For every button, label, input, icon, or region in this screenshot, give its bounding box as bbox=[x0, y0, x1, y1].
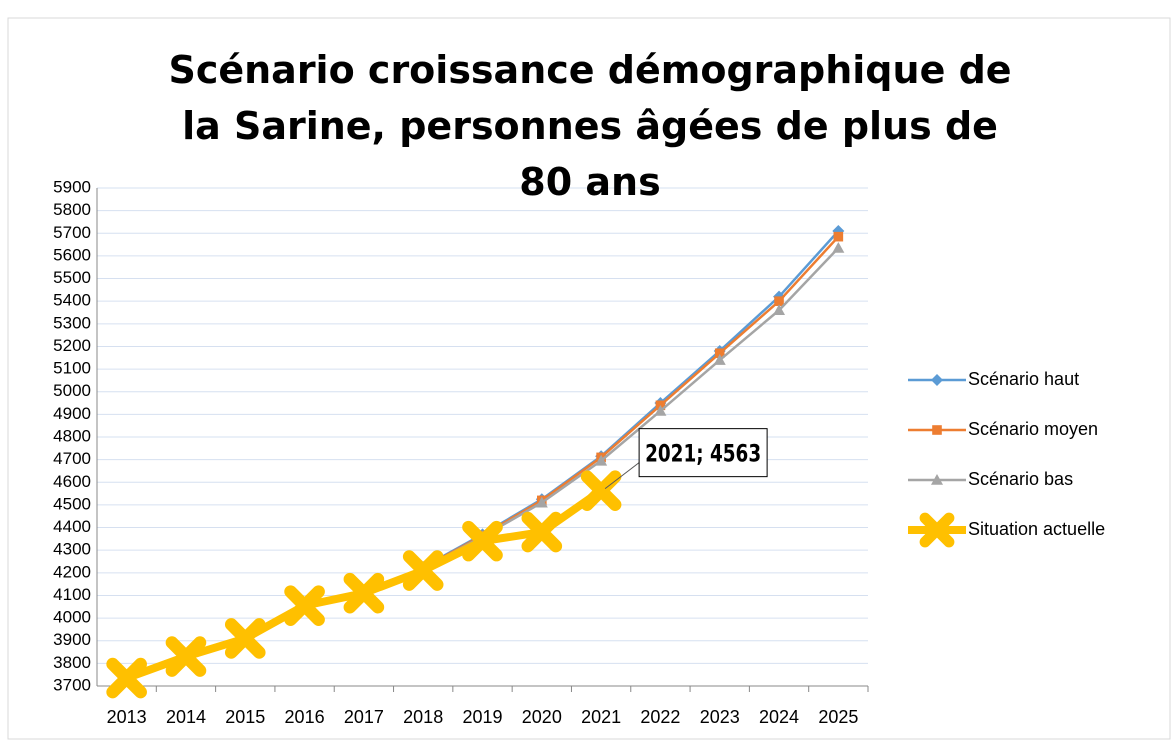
y-tick-label: 5500 bbox=[53, 268, 91, 287]
x-tick-label: 2017 bbox=[344, 707, 384, 727]
y-tick-label: 4900 bbox=[53, 404, 91, 423]
x-tick-label: 2013 bbox=[107, 707, 147, 727]
y-tick-label: 5900 bbox=[53, 177, 91, 196]
y-tick-label: 4600 bbox=[53, 472, 91, 491]
x-tick-label: 2023 bbox=[700, 707, 740, 727]
marker bbox=[402, 550, 444, 591]
x-tick-label: 2022 bbox=[640, 707, 680, 727]
y-tick-label: 4200 bbox=[53, 562, 91, 581]
x-tick-label: 2021 bbox=[581, 707, 621, 727]
y-tick-label: 3800 bbox=[53, 653, 91, 672]
y-tick-label: 3700 bbox=[53, 675, 91, 694]
chart-border bbox=[7, 17, 1171, 740]
legend-label: Scénario moyen bbox=[968, 419, 1098, 439]
x-tick-label: 2014 bbox=[166, 707, 206, 727]
x-tick-label: 2024 bbox=[759, 707, 799, 727]
marker bbox=[931, 474, 943, 485]
y-tick-label: 5300 bbox=[53, 313, 91, 332]
marker bbox=[932, 425, 942, 435]
x-tick-label: 2016 bbox=[285, 707, 325, 727]
marker bbox=[343, 572, 385, 614]
marker bbox=[580, 470, 622, 511]
x-tick-label: 2025 bbox=[818, 707, 858, 727]
chart-title: Scénario croissance démographique de la … bbox=[168, 48, 1012, 204]
marker bbox=[832, 241, 845, 253]
marker bbox=[931, 374, 943, 386]
y-tick-label: 3900 bbox=[53, 630, 91, 649]
y-tick-label: 4700 bbox=[53, 449, 91, 468]
y-tick-label: 5200 bbox=[53, 336, 91, 355]
marker bbox=[833, 231, 844, 242]
y-tick-label: 5000 bbox=[53, 381, 91, 400]
marker bbox=[773, 304, 786, 316]
y-tick-label: 5700 bbox=[53, 223, 91, 242]
x-tick-label: 2015 bbox=[225, 707, 265, 727]
data-label: 2021; 4563 bbox=[645, 440, 761, 468]
y-tick-label: 4000 bbox=[53, 608, 91, 627]
marker bbox=[713, 354, 726, 365]
y-tick-label: 4800 bbox=[53, 426, 91, 445]
marker bbox=[521, 511, 563, 553]
legend-label: Situation actuelle bbox=[968, 519, 1105, 539]
label-leader bbox=[604, 462, 640, 490]
marker bbox=[595, 454, 608, 466]
marker bbox=[284, 585, 325, 626]
legend-label: Scénario bas bbox=[968, 469, 1073, 489]
y-tick-label: 4100 bbox=[53, 585, 91, 604]
x-tick-label: 2020 bbox=[522, 707, 562, 727]
y-tick-label: 5800 bbox=[53, 200, 91, 219]
y-tick-label: 5600 bbox=[53, 245, 91, 264]
y-tick-label: 4300 bbox=[53, 540, 91, 559]
marker bbox=[462, 520, 503, 562]
legend-label: Scénario haut bbox=[968, 369, 1079, 389]
marker bbox=[654, 404, 667, 416]
y-tick-label: 4500 bbox=[53, 494, 91, 513]
marker bbox=[224, 618, 266, 659]
marker bbox=[165, 636, 207, 677]
marker bbox=[535, 496, 548, 508]
marker bbox=[774, 296, 784, 306]
y-tick-label: 5100 bbox=[53, 359, 91, 378]
y-tick-label: 4400 bbox=[53, 517, 91, 536]
x-tick-label: 2019 bbox=[462, 707, 502, 727]
x-tick-label: 2018 bbox=[403, 707, 443, 727]
y-tick-label: 5400 bbox=[53, 291, 91, 310]
data-label-box bbox=[638, 428, 768, 478]
marker bbox=[714, 348, 725, 359]
marker bbox=[919, 512, 955, 548]
marker bbox=[106, 657, 147, 699]
